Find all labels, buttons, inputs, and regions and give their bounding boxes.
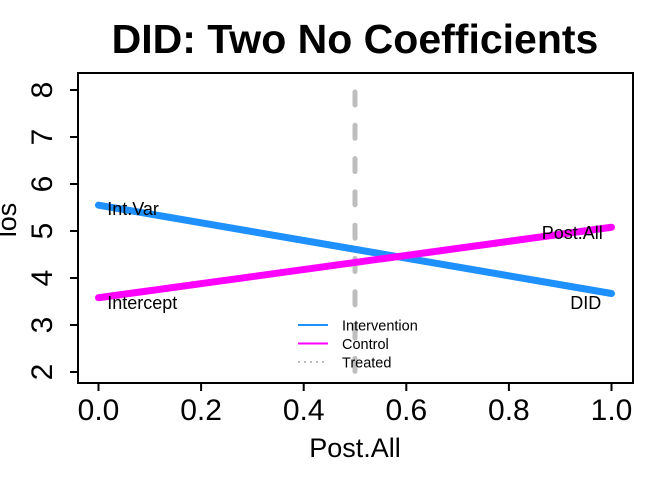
series-line-intervention — [95, 201, 615, 298]
x-tick-label: 0.2 — [180, 394, 222, 427]
y-tick-label: 4 — [26, 270, 59, 287]
y-tick-label: 6 — [26, 176, 59, 193]
annotation-int-var: Int.Var — [107, 199, 159, 219]
series-line-control — [95, 223, 615, 302]
legend-label-treated: Treated — [342, 356, 391, 372]
y-tick-label: 3 — [26, 317, 59, 334]
y-axis-label: los — [0, 203, 22, 238]
chart-title: DID: Two No Coefficients — [112, 16, 599, 62]
legend: Intervention Control Treated — [298, 319, 418, 372]
legend-label-intervention: Intervention — [342, 319, 418, 335]
x-tick-label: 0.8 — [488, 394, 530, 427]
x-tick-label: 1.0 — [591, 394, 633, 427]
annotations-layer: Int.Var Intercept Post.All DID — [107, 199, 603, 313]
axes-layer: 0.0 0.2 0.4 0.6 0.8 1.0 2 3 4 5 6 7 8 — [26, 72, 634, 427]
annotation-post-all: Post.All — [542, 223, 603, 243]
legend-label-control: Control — [342, 337, 389, 353]
y-tick-label: 7 — [26, 129, 59, 146]
x-tick-label: 0.0 — [78, 394, 120, 427]
x-axis-label: Post.All — [309, 433, 401, 463]
y-tick-label: 8 — [26, 82, 59, 99]
x-tick-label: 0.6 — [385, 394, 427, 427]
annotation-intercept: Intercept — [107, 293, 177, 313]
y-tick-label: 2 — [26, 364, 59, 381]
series-layer — [95, 201, 615, 302]
plot-box — [77, 72, 634, 384]
x-tick-label: 0.4 — [283, 394, 325, 427]
annotation-did: DID — [570, 293, 601, 313]
y-tick-label: 5 — [26, 223, 59, 240]
